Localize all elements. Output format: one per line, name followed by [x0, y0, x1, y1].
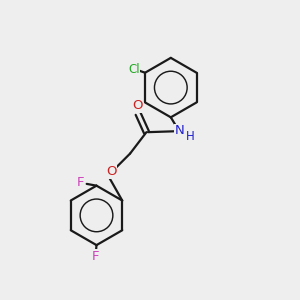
Text: O: O: [132, 99, 143, 112]
Text: H: H: [186, 130, 195, 143]
Text: N: N: [174, 124, 184, 137]
Text: O: O: [106, 165, 116, 178]
Text: F: F: [76, 176, 84, 189]
Text: F: F: [92, 250, 100, 263]
Text: Cl: Cl: [128, 63, 140, 76]
